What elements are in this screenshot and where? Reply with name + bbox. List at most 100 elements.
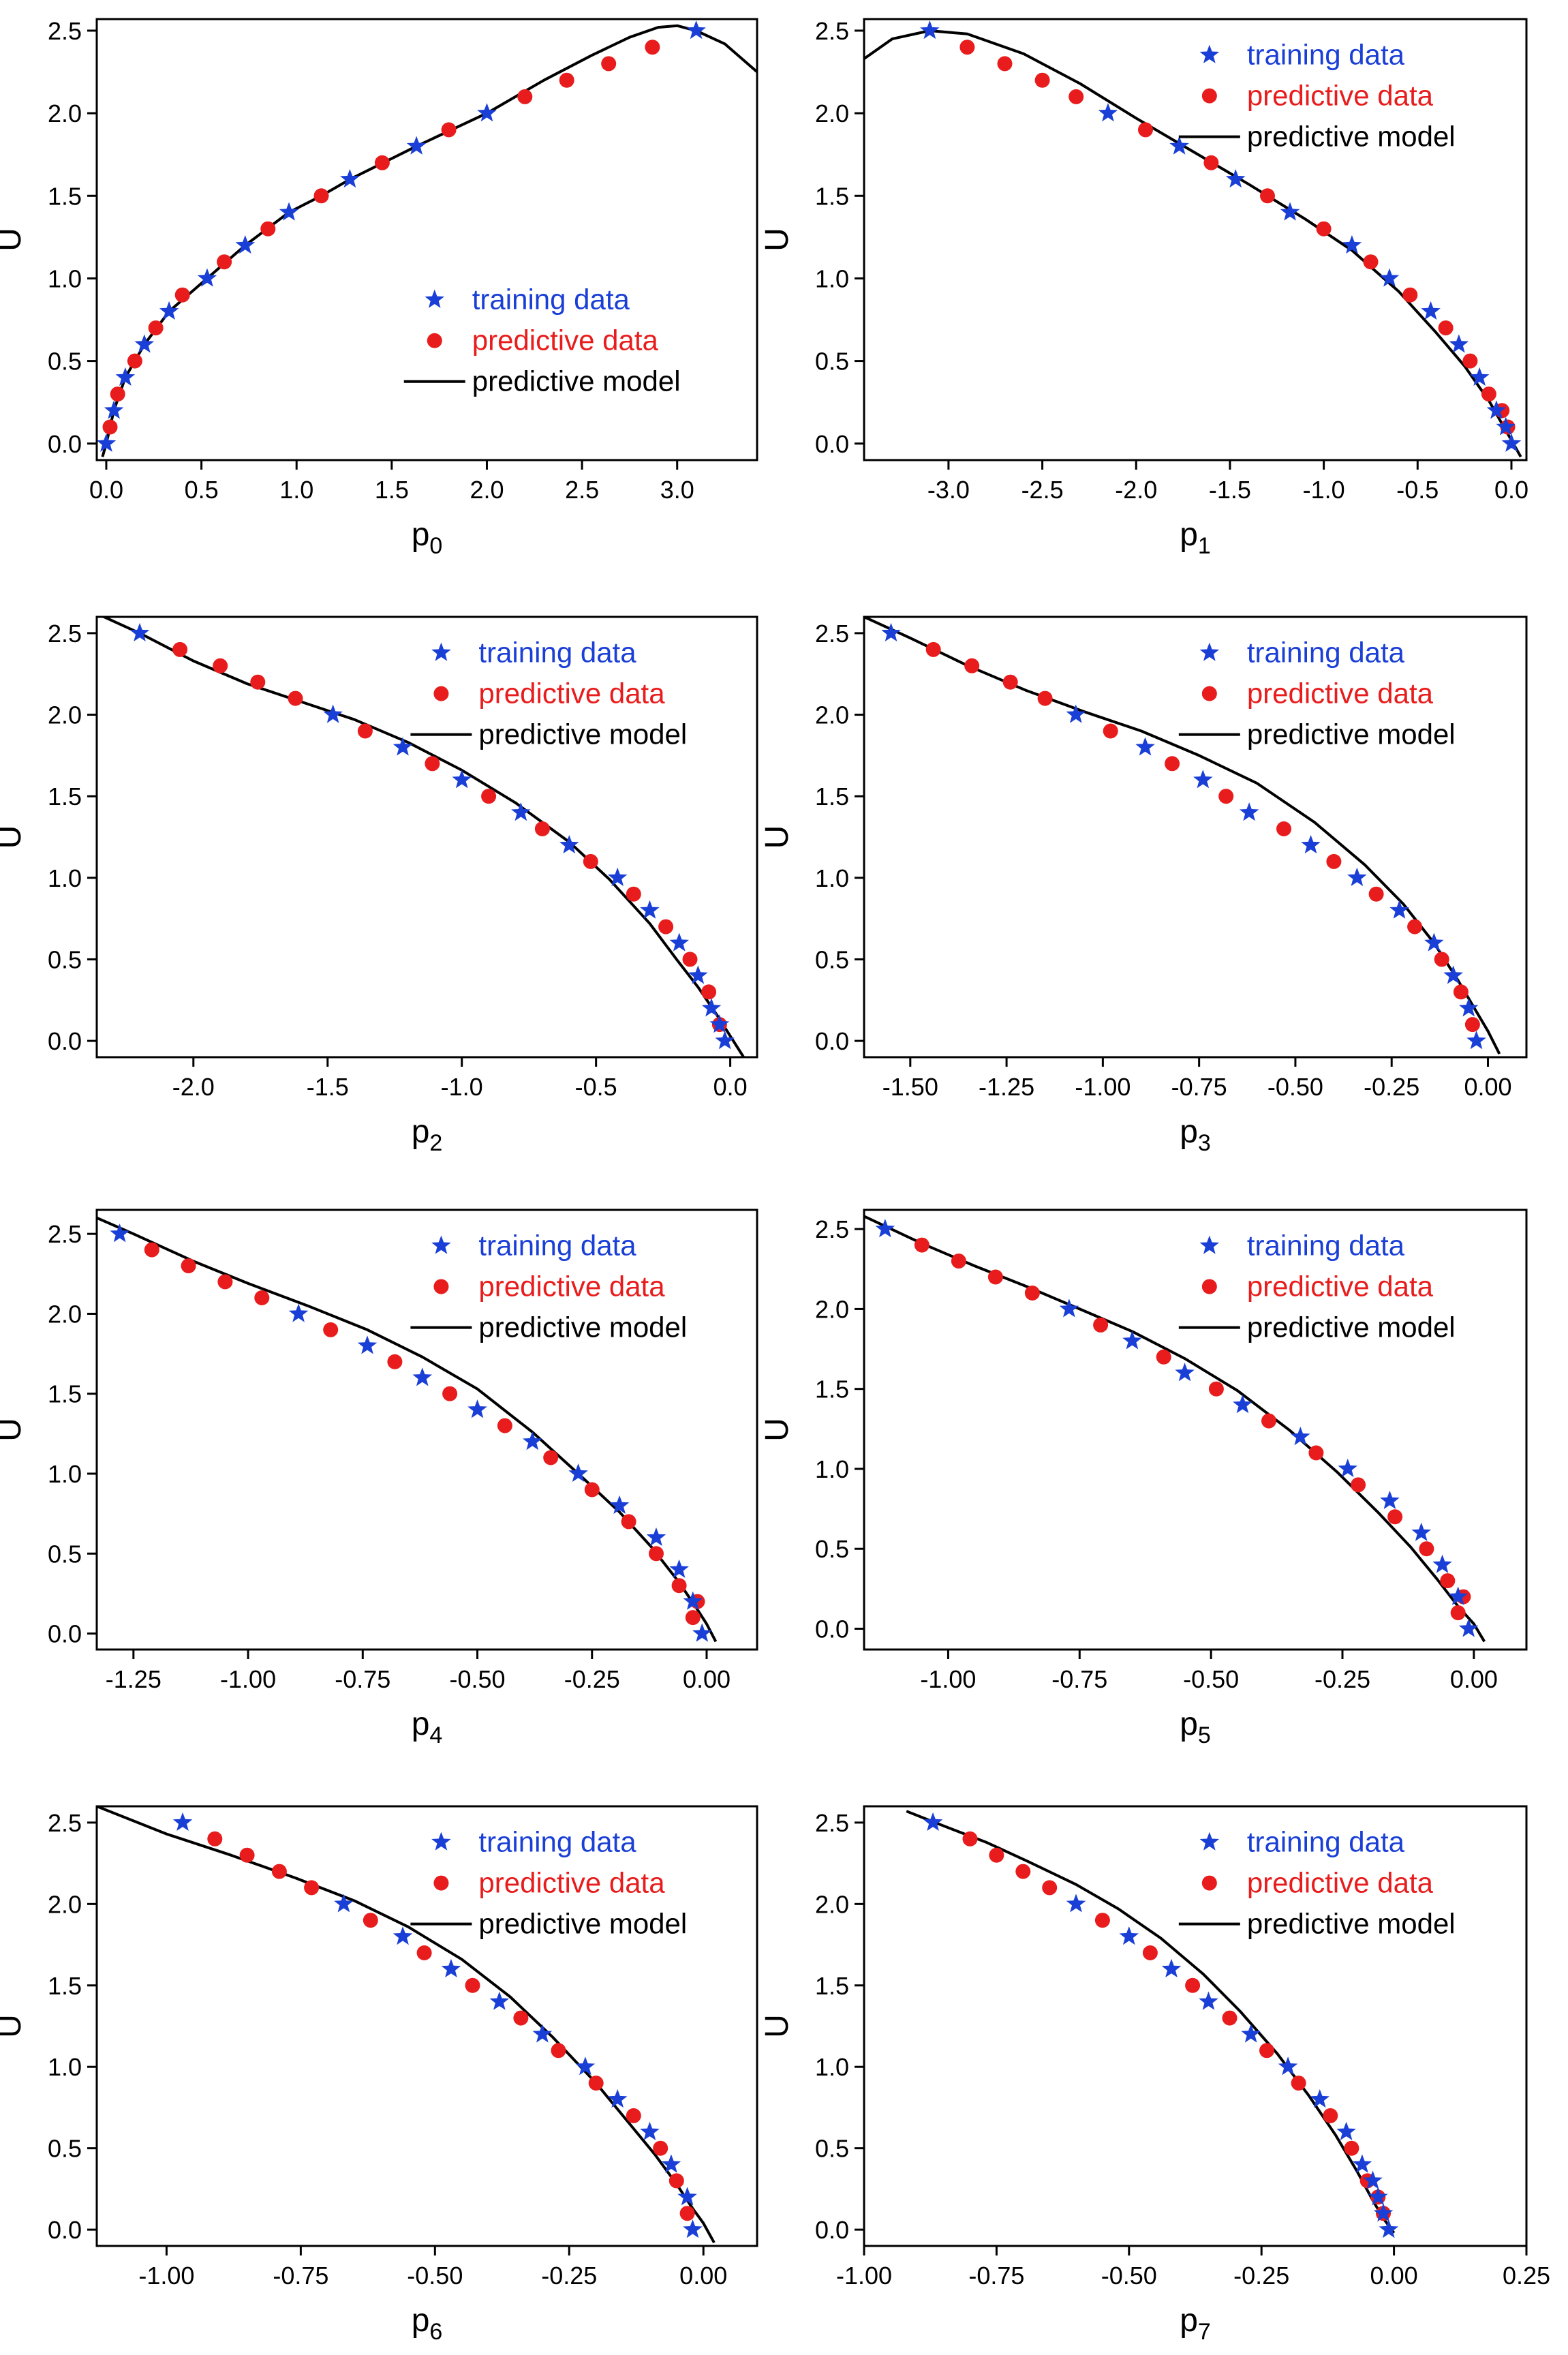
legend-star-icon xyxy=(1199,1832,1220,1851)
predictive-point xyxy=(1002,674,1018,690)
training-point xyxy=(1135,737,1155,756)
x-axis-label: p4 xyxy=(412,1706,443,1748)
x-tick-label: -0.50 xyxy=(407,2262,463,2290)
legend-training-label: training data xyxy=(1247,39,1405,71)
legend-model-label: predictive model xyxy=(478,1908,687,1940)
training-point xyxy=(683,1591,703,1610)
legend-training-label: training data xyxy=(478,1230,636,1262)
legend: training data predictive data predictive m… xyxy=(403,284,681,397)
training-point xyxy=(1379,2219,1399,2238)
y-tick-label: 0.5 xyxy=(815,945,849,973)
x-tick-label: -0.5 xyxy=(1396,476,1439,504)
predictive-point xyxy=(668,2173,684,2189)
predictive-point xyxy=(1034,72,1050,88)
predictive-point xyxy=(1165,756,1180,772)
legend-star-icon xyxy=(425,289,445,308)
training-point xyxy=(467,1399,487,1418)
predictive-point xyxy=(959,40,975,55)
x-tick-label: 0.00 xyxy=(1450,1665,1498,1693)
training-point xyxy=(412,1367,433,1386)
training-point xyxy=(279,202,299,221)
predictive-point xyxy=(1323,2108,1338,2123)
legend-predictive-label: predictive data xyxy=(1247,1867,1434,1899)
predictive-point xyxy=(1326,853,1342,869)
y-tick-label: 2.5 xyxy=(48,1809,82,1837)
x-tick-label: -0.25 xyxy=(564,1665,620,1693)
y-tick-label: 0.0 xyxy=(815,1615,849,1643)
predictive-point xyxy=(588,2076,604,2091)
y-tick-label: 0.0 xyxy=(48,2216,82,2244)
predictive-point xyxy=(1138,122,1153,138)
x-tick-label: -0.75 xyxy=(1171,1073,1227,1101)
x-tick-label: -0.25 xyxy=(1233,2262,1289,2290)
legend-model-label: predictive model xyxy=(1247,718,1456,750)
predictive-point xyxy=(925,641,941,657)
predictive-point xyxy=(217,1274,233,1290)
y-tick-label: 1.0 xyxy=(815,264,849,292)
predictive-point xyxy=(425,756,440,772)
y-axis-label: U xyxy=(0,228,28,252)
predictive-point xyxy=(144,1242,159,1258)
training-point xyxy=(1066,1894,1086,1913)
predictive-point xyxy=(1453,984,1469,1000)
predictive-point xyxy=(626,886,641,902)
chart-panel-5: -1.00 -0.75 -0.50 -0.25 0.00 0.0 0.5 1.0 1.5 2.0 2… xyxy=(759,1209,1528,1748)
y-tick-label: 1.5 xyxy=(48,783,82,810)
x-axis-label: p7 xyxy=(1180,2303,1211,2345)
predictive-point xyxy=(1440,1573,1456,1589)
predictive-point xyxy=(441,122,457,138)
predictive-point xyxy=(213,658,228,673)
predictive-point xyxy=(357,723,373,739)
training-point xyxy=(1310,2089,1329,2108)
predictive-point xyxy=(217,254,232,270)
x-tick-label: 0.00 xyxy=(1464,1073,1511,1101)
predictive-point xyxy=(1203,155,1219,170)
x-tick-label: 0.5 xyxy=(185,476,219,504)
predictive-point xyxy=(1291,2076,1306,2091)
y-tick-label: 1.0 xyxy=(48,264,82,292)
training-point xyxy=(1486,400,1507,419)
predictive-point xyxy=(517,89,533,104)
training-point xyxy=(1175,1363,1195,1382)
predictive-point xyxy=(416,1945,432,1960)
y-tick-label: 0.0 xyxy=(48,1027,82,1055)
training-point xyxy=(669,1559,689,1578)
predictive-point xyxy=(1261,1413,1276,1429)
predictive-point xyxy=(701,984,717,1000)
training-point xyxy=(1338,1458,1357,1478)
y-tick-label: 0.0 xyxy=(815,2216,849,2244)
training-point xyxy=(1466,1031,1486,1050)
y-tick-label: 1.5 xyxy=(815,783,849,810)
x-axis-label: p3 xyxy=(1180,1114,1211,1156)
x-tick-label: 0.00 xyxy=(1370,2262,1418,2290)
legend-circle-icon xyxy=(1201,88,1217,104)
predictive-point xyxy=(288,690,303,706)
x-tick-label: -0.25 xyxy=(1315,1665,1370,1693)
x-tick-label: -1.00 xyxy=(836,2262,892,2290)
legend-circle-icon xyxy=(427,333,442,348)
legend-model-label: predictive model xyxy=(1247,1908,1456,1940)
training-point xyxy=(1225,169,1246,188)
training-point xyxy=(1421,301,1441,320)
training-point xyxy=(406,136,427,155)
training-point xyxy=(1066,704,1086,723)
training-point xyxy=(568,1463,588,1483)
predictive-point xyxy=(1260,188,1275,204)
predictive-point xyxy=(181,1258,196,1274)
predictive-point xyxy=(543,1450,559,1465)
y-tick-label: 1.5 xyxy=(48,1972,82,2000)
predictive-point xyxy=(601,56,617,72)
y-tick-label: 2.0 xyxy=(48,1890,82,1918)
training-point xyxy=(489,1991,510,2010)
y-tick-label: 1.0 xyxy=(48,1460,82,1488)
training-point xyxy=(1199,1991,1218,2010)
predictive-point xyxy=(658,919,674,935)
training-point xyxy=(340,169,360,188)
y-tick-label: 0.5 xyxy=(815,1535,849,1563)
x-tick-label: -1.50 xyxy=(882,1073,938,1101)
legend-circle-icon xyxy=(433,1875,449,1891)
training-point xyxy=(129,622,150,642)
training-point xyxy=(677,2187,697,2206)
predictive-point xyxy=(534,821,550,836)
predictive-point xyxy=(1142,1945,1158,1960)
